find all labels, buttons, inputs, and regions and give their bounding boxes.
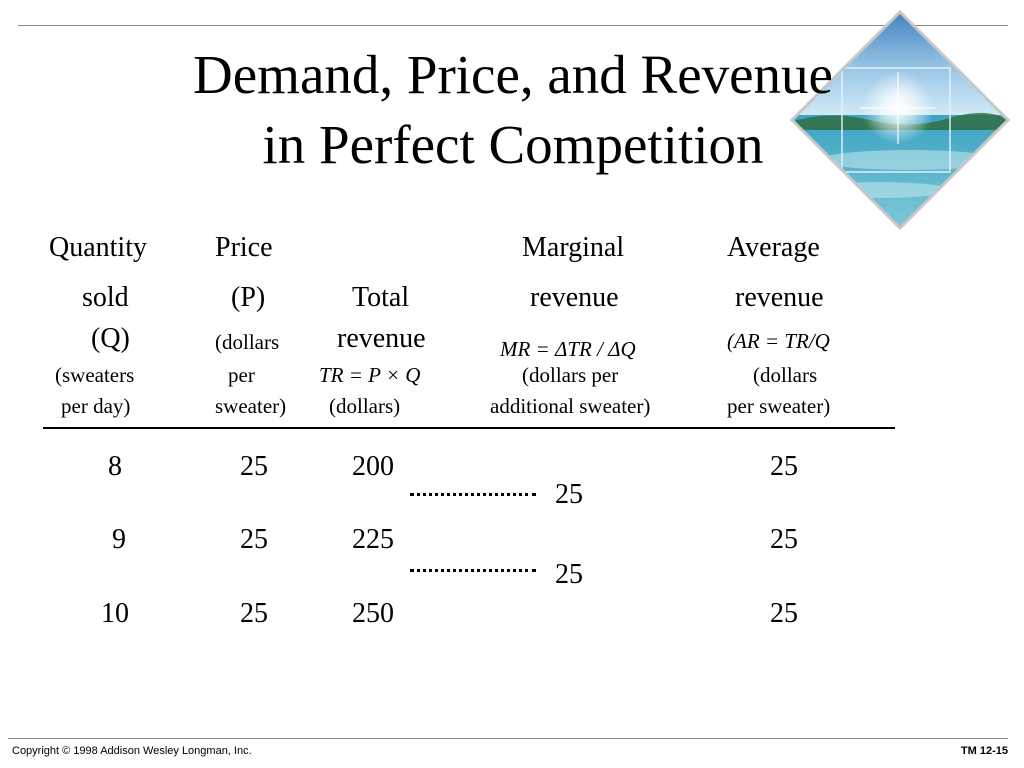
price-unit-line3: sweater) [215,394,287,418]
row3-quantity: 10 [101,598,129,629]
quantity-unit-line2: per day) [61,394,131,418]
total-revenue-formula: TR = P × Q [319,363,421,387]
marginal-leader-1 [410,493,536,496]
slide-title: Demand, Price, and Revenue in Perfect Co… [108,40,918,180]
marginal-revenue-unit-line1: (dollars per [522,363,619,387]
top-rule [18,25,1008,26]
copyright-notice: Copyright © 1998 Addison Wesley Longman,… [12,745,252,757]
row1-quantity: 8 [108,451,122,482]
row3-total-revenue: 250 [352,598,394,629]
row3-average-revenue: 25 [770,598,798,629]
total-revenue-header-line1: Total [352,282,410,313]
quantity-header-line1: Quantity [49,232,147,263]
row1-price: 25 [240,451,268,482]
total-revenue-header-line2: revenue [337,323,426,354]
seascape-diamond-image [790,10,1010,230]
marginal-revenue-header-line1: Marginal [522,232,625,263]
marginal-leader-2 [410,569,536,572]
title-line-1: Demand, Price, and Revenue [193,44,833,105]
price-unit-line2: per [228,363,255,387]
total-revenue-unit: (dollars) [329,394,401,418]
row1-average-revenue: 25 [770,451,798,482]
table-header-rule [43,427,895,429]
row2-total-revenue: 225 [352,524,394,555]
quantity-header-line2: sold [82,282,129,313]
marginal-revenue-header-line2: revenue [530,282,619,313]
average-revenue-header-line1: Average [727,232,820,263]
marginal-revenue-unit-line2: additional sweater) [490,394,651,418]
average-revenue-unit-line1: (dollars [753,363,818,387]
marginal-value-1: 25 [555,479,583,510]
row2-quantity: 9 [112,524,126,555]
row2-price: 25 [240,524,268,555]
title-line-2: in Perfect Competition [262,114,764,175]
price-unit-line1: (dollars [215,330,280,354]
row2-average-revenue: 25 [770,524,798,555]
average-revenue-formula: (AR = TR/Q [727,329,830,353]
slide-id: TM 12-15 [960,745,1008,757]
quantity-header-line3: (Q) [91,323,130,354]
price-header-line1: Price [215,232,273,263]
row1-total-revenue: 200 [352,451,394,482]
price-header-line2: (P) [231,282,266,313]
row3-price: 25 [240,598,268,629]
marginal-value-2: 25 [555,559,583,590]
quantity-unit-line1: (sweaters [55,363,135,387]
average-revenue-header-line2: revenue [735,282,824,313]
marginal-revenue-formula: MR = ΔTR / ΔQ [500,337,636,361]
average-revenue-unit-line2: per sweater) [727,394,831,418]
bottom-rule [8,738,1008,739]
